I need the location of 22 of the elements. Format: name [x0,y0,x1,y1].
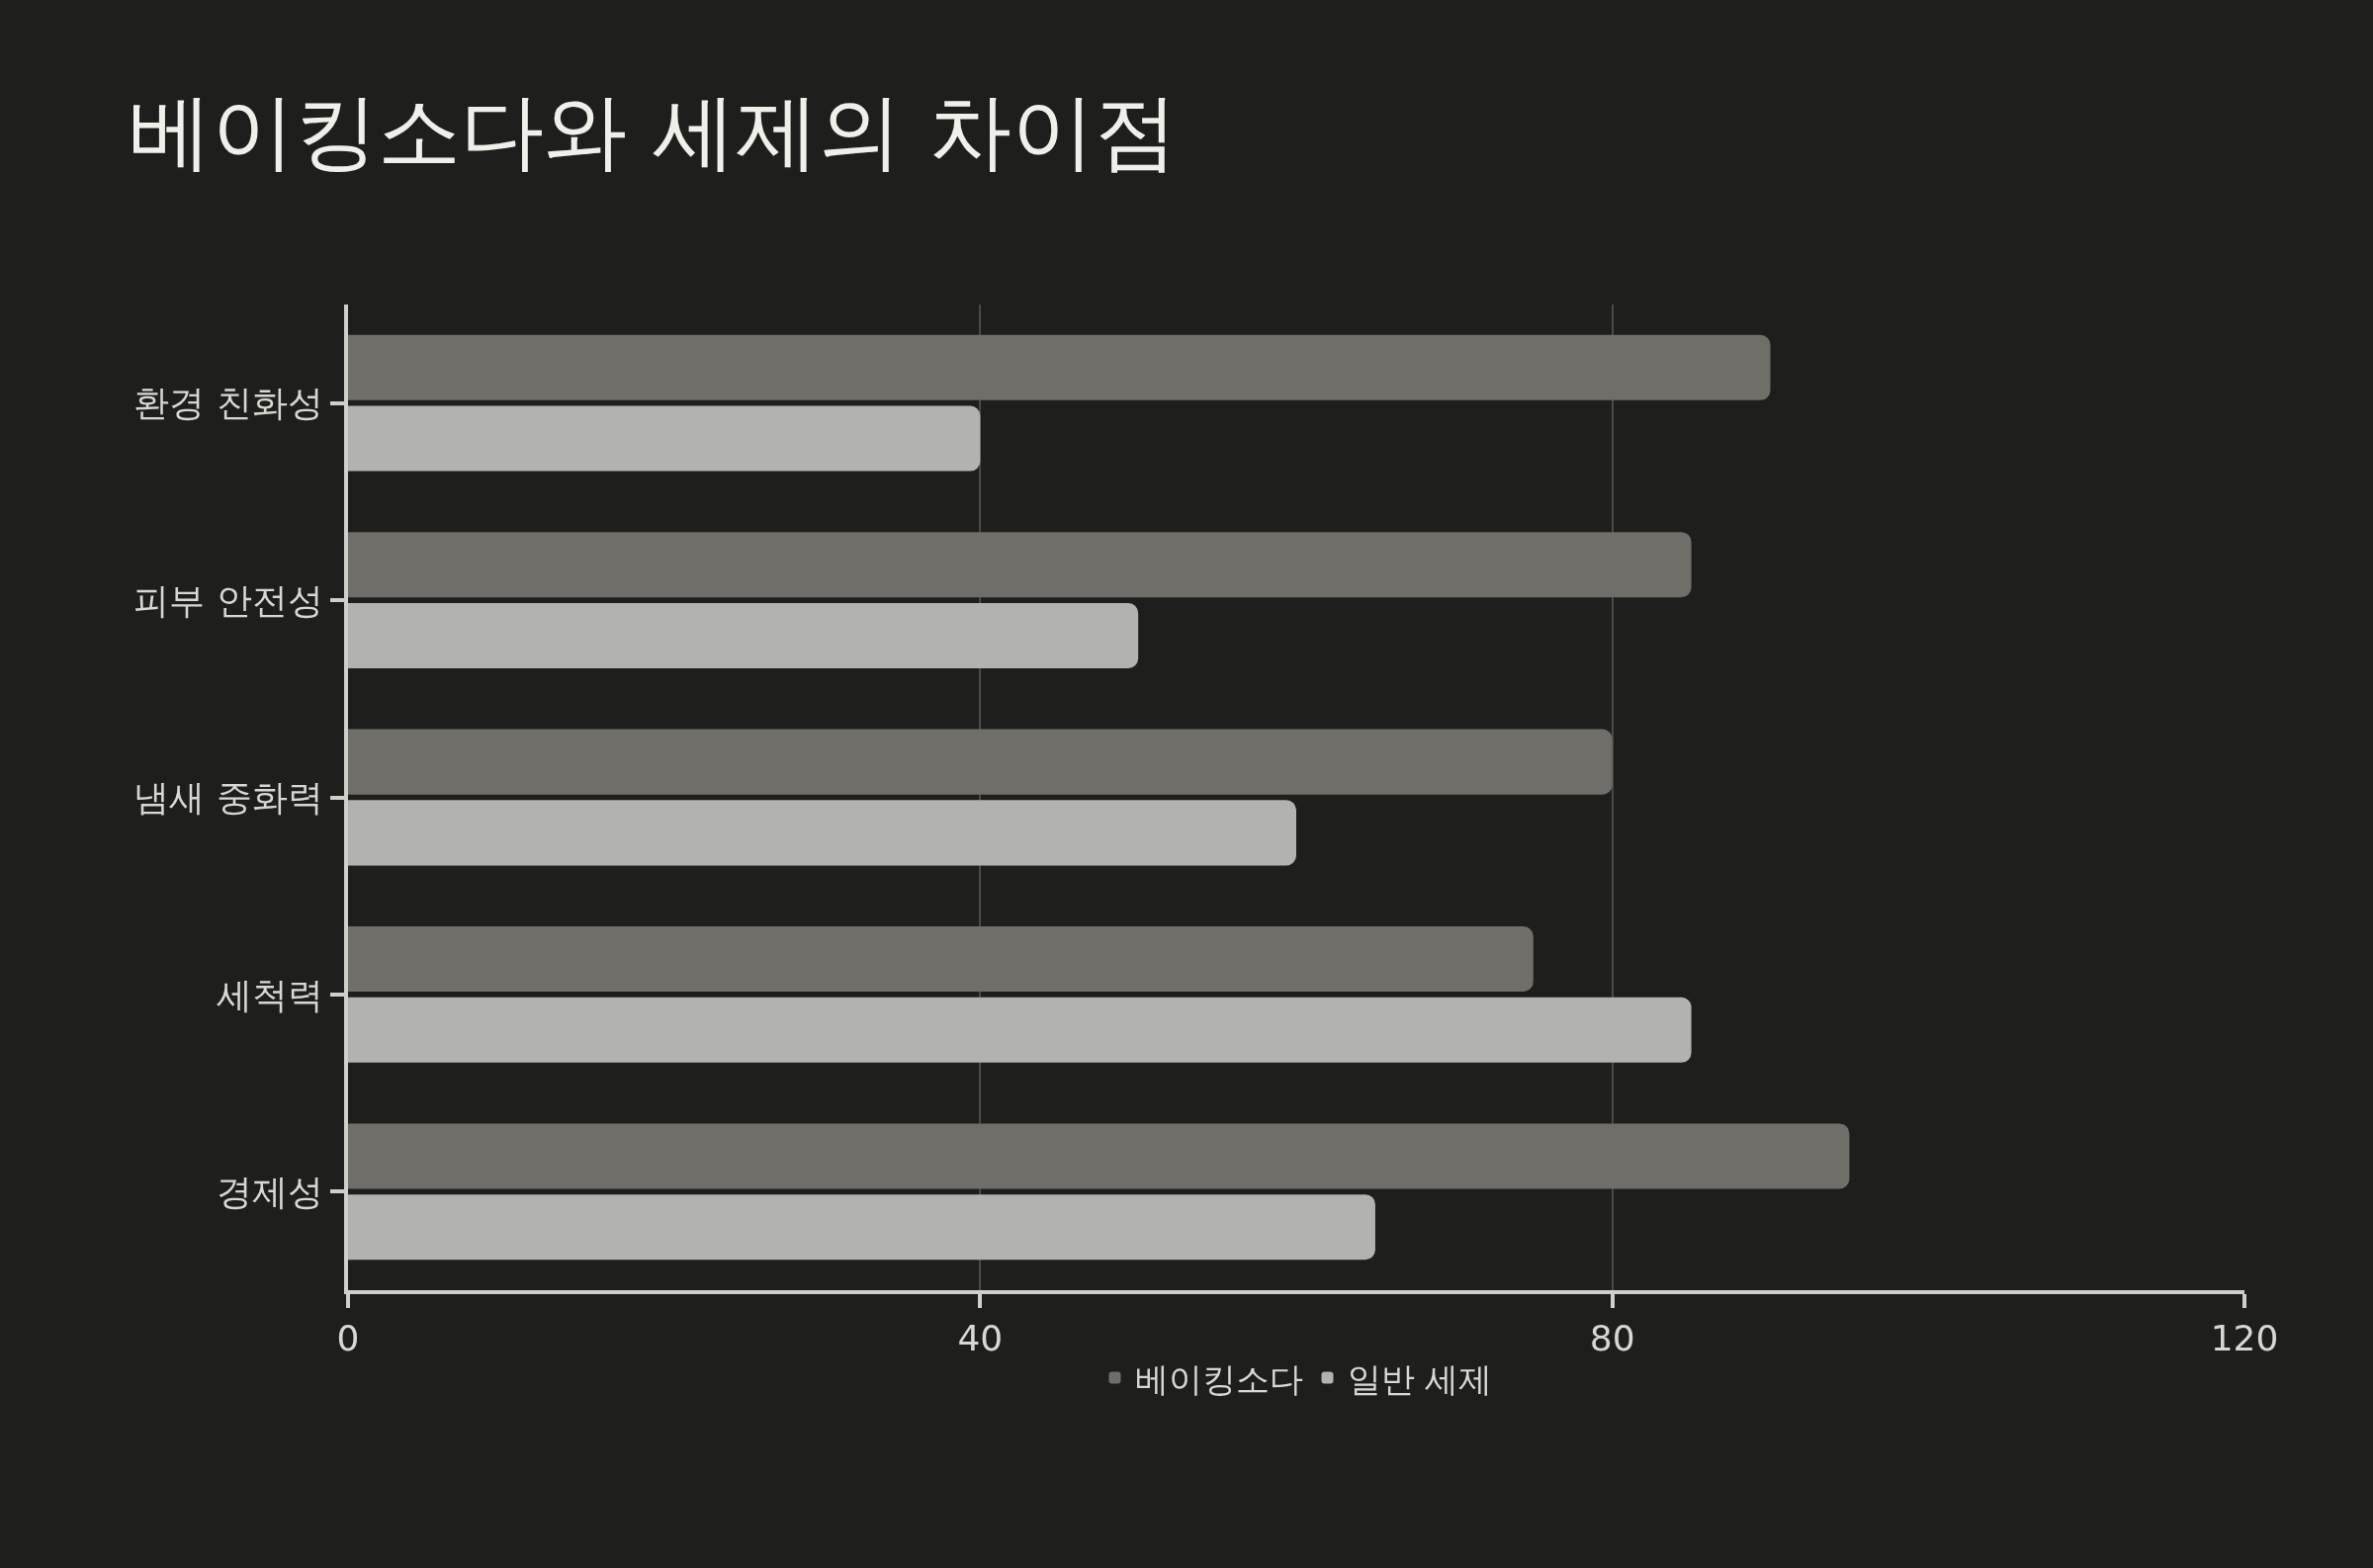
bar [348,405,981,472]
bar [348,532,1692,598]
y-tick-label: 세척력 [216,974,323,1015]
bar [348,1123,1850,1189]
chart-title: 베이킹소다와 세제의 차이점 [128,82,1179,180]
x-tick-label: 80 [1589,1318,1635,1359]
bar [348,334,1771,400]
bar [348,800,1296,866]
legend-label: 베이킹소다 [1134,1358,1303,1399]
bar [348,925,1534,993]
bar [348,1194,1375,1261]
y-tick-label: 환경 친화성 [133,383,323,424]
legend-label: 일반 세제 [1347,1358,1493,1399]
bar [348,602,1139,669]
x-tick-label: 120 [2210,1318,2279,1359]
y-tick-label: 경제성 [216,1171,323,1212]
x-tick-label: 40 [957,1318,1004,1359]
bar [348,997,1692,1063]
bar [348,729,1613,795]
y-tick-label: 피부 안전성 [133,579,323,621]
x-tick-label: 0 [336,1318,360,1359]
y-tick-label: 냄새 중화력 [133,777,323,819]
